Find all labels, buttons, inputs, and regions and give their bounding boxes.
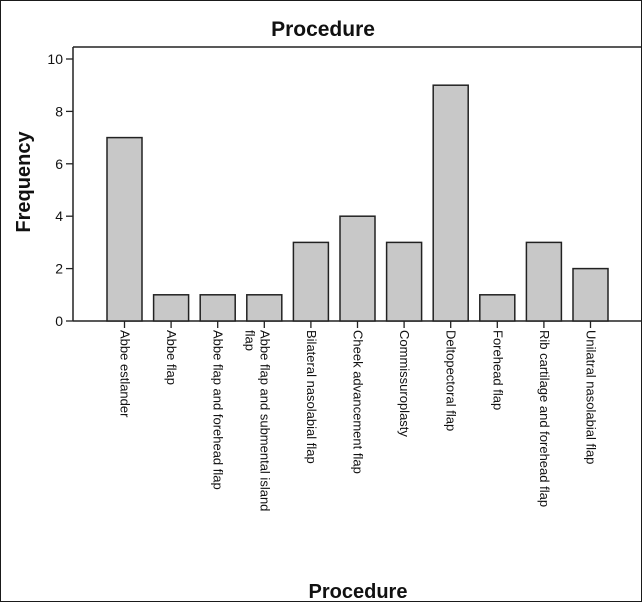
x-tick-label: Rib cartilage and forehead flap (537, 330, 552, 507)
x-axis-label: Procedure (309, 581, 408, 601)
x-tick-label: Unilatral nasolabial flap (584, 330, 599, 464)
bar (339, 215, 376, 322)
x-tick-label: Commissuroplasty (397, 330, 412, 437)
bar (432, 84, 469, 322)
bar (106, 136, 143, 322)
bar (246, 294, 283, 322)
y-tick-label: 4 (55, 208, 63, 224)
y-tick-label: 6 (55, 156, 63, 172)
y-tick-label: 0 (55, 313, 63, 329)
y-axis-label: Frequency (13, 131, 35, 233)
y-tick-label: 10 (47, 51, 63, 67)
x-tick-label: Abbe flap and forehead flap (211, 330, 226, 490)
x-tick-label: Forehead flap (490, 330, 505, 410)
chart-title: Procedure (271, 18, 375, 41)
x-tick-label: Cheek advancement flap (351, 330, 366, 474)
bar (199, 294, 236, 322)
bar (572, 267, 609, 322)
x-tick-label: Abbe estlander (118, 330, 133, 418)
x-tick-label: Bilateral nasolabial flap (304, 330, 319, 464)
bar (479, 294, 516, 322)
bar (152, 294, 190, 322)
y-tick-label: 8 (55, 103, 63, 119)
plot-area: 0 2 4 6 8 10 Abbe estlander Abbe flap Abbe flap … (47, 46, 641, 511)
bar (385, 241, 423, 322)
y-tick-label: 2 (55, 261, 63, 277)
x-tick-label: Abbe flap (164, 330, 179, 385)
x-tick-label: Deltopectoral flap (444, 330, 459, 431)
x-tick-label: Abbe flap and submental islandflap (242, 330, 272, 511)
bar (292, 241, 330, 322)
bar (525, 241, 563, 322)
